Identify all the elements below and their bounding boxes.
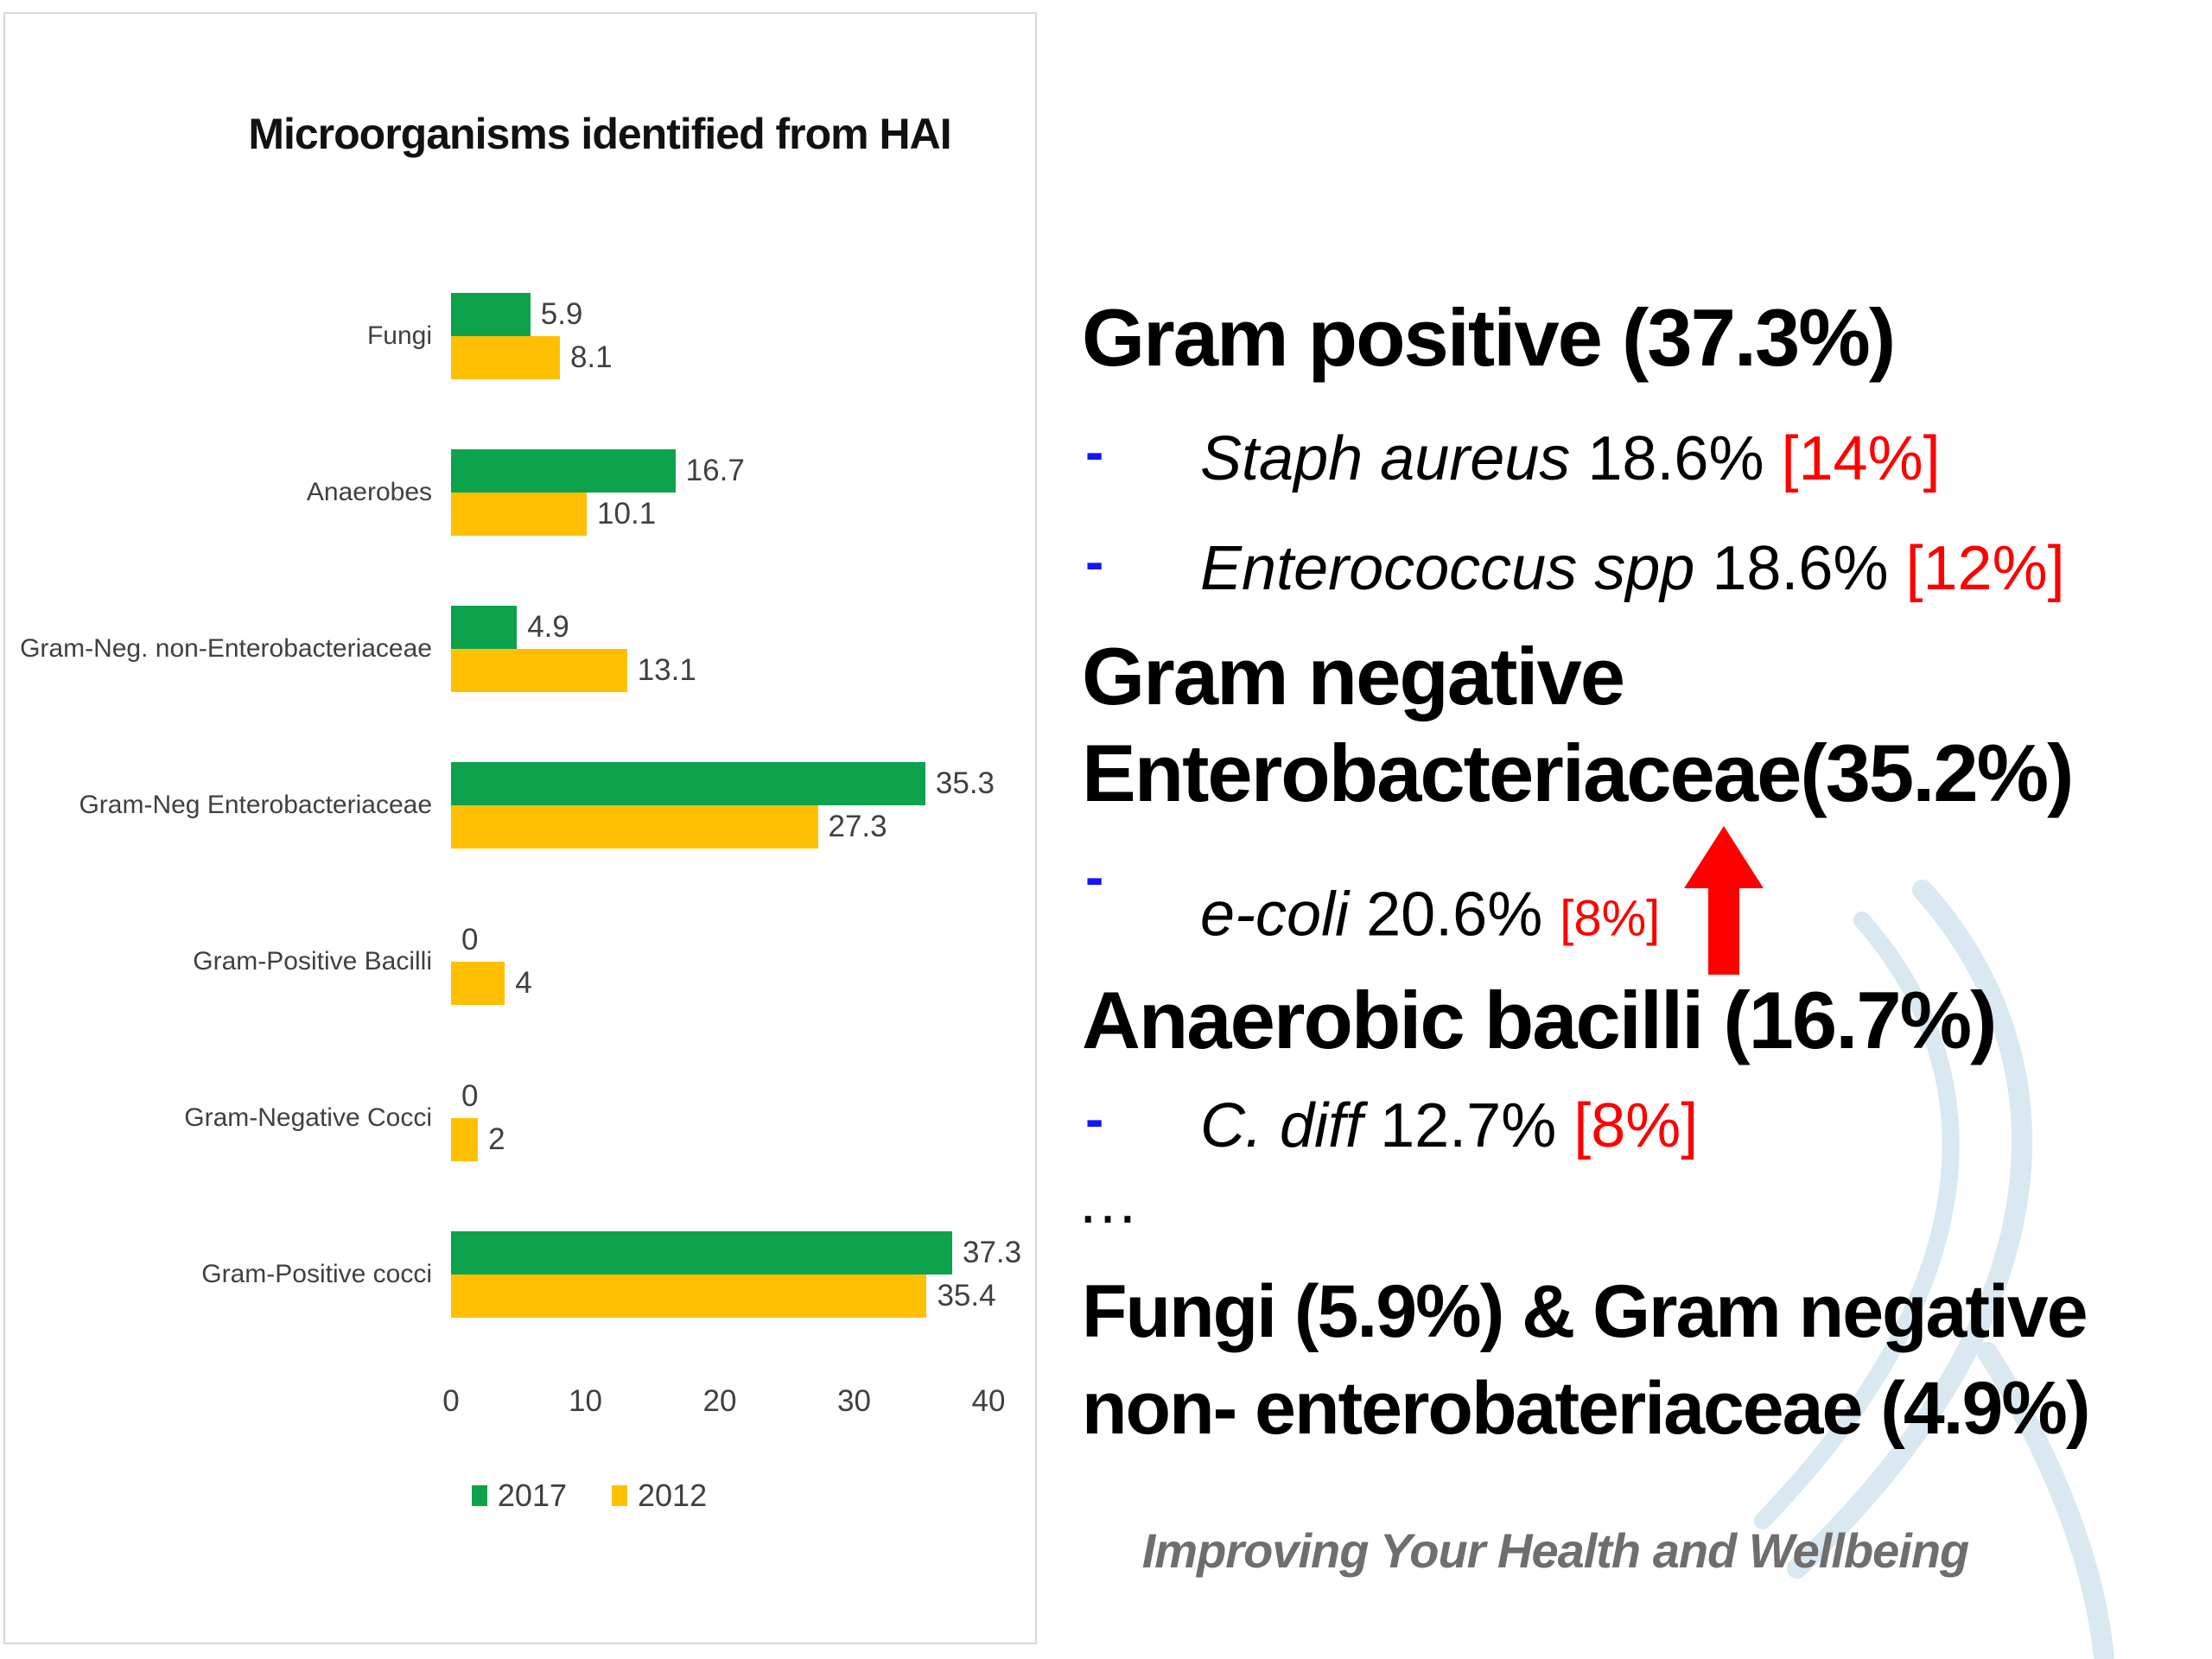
value-label: 2 bbox=[488, 1122, 505, 1156]
bar-2012 bbox=[451, 805, 818, 849]
species-name: Enterococcus spp bbox=[1200, 534, 1695, 603]
species-name: C. diff bbox=[1200, 1091, 1363, 1160]
section-heading: Anaerobic bacilli (16.7%) bbox=[1082, 972, 1997, 1069]
section-heading: Gram positive (37.3%) bbox=[1082, 289, 1896, 386]
bullet-text: Enterococcus spp 18.6% [12%] bbox=[1200, 533, 2065, 604]
chart-title: Microorganisms identified from HAI bbox=[248, 110, 951, 158]
up-arrow-icon bbox=[1684, 826, 1764, 989]
category-label: Anaerobes bbox=[306, 478, 432, 506]
previous-percentage-bracket: [12%] bbox=[1905, 534, 2065, 603]
x-axis-tick: 20 bbox=[702, 1384, 737, 1418]
bullet-item: - Staph aureus 18.6% [14%] bbox=[1082, 421, 1941, 494]
heading-line: Gram negative bbox=[1082, 631, 1625, 721]
heading-line: non- enterobateriaceae (4.9%) bbox=[1082, 1367, 2090, 1450]
bullet-dash: - bbox=[1085, 1088, 1104, 1150]
value-label: 35.4 bbox=[937, 1279, 996, 1313]
previous-percentage-bracket: [8%] bbox=[1560, 890, 1661, 947]
heading-line: Fungi (5.9%) & Gram negative bbox=[1082, 1270, 2088, 1353]
bar-2017 bbox=[451, 449, 676, 493]
bullet-dash: - bbox=[1085, 421, 1104, 483]
bullet-dash: - bbox=[1085, 846, 1104, 908]
species-percentage: 18.6% bbox=[1570, 424, 1782, 493]
value-label: 4.9 bbox=[527, 610, 569, 644]
chart-legend: 2017 2012 bbox=[244, 1478, 935, 1514]
swirl-arc-tail bbox=[1977, 1342, 2114, 1659]
bar-2012 bbox=[451, 1274, 927, 1318]
value-label: 5.9 bbox=[540, 297, 583, 331]
category-label: Fungi bbox=[366, 321, 432, 350]
value-label: 13.1 bbox=[637, 653, 696, 687]
heading-line: Enterobacteriaceae(35.2%) bbox=[1082, 728, 2074, 818]
x-axis-tick: 30 bbox=[837, 1384, 871, 1418]
previous-percentage-bracket: [14%] bbox=[1781, 424, 1941, 493]
heading-line: Gram positive (37.3%) bbox=[1082, 292, 1896, 383]
legend-swatch-2012 bbox=[612, 1485, 627, 1506]
legend-item-2017: 2017 bbox=[471, 1478, 567, 1514]
chart-panel: Microorganisms identified from HAI 5.9 8.… bbox=[3, 12, 1037, 1644]
bar-2012 bbox=[451, 1118, 479, 1161]
bullet-text: C. diff 12.7% [8%] bbox=[1200, 1090, 1698, 1161]
ellipsis-line: … bbox=[1077, 1167, 1139, 1236]
x-axis-tick: 10 bbox=[569, 1384, 602, 1418]
category-label: Gram-Positive cocci bbox=[201, 1260, 432, 1288]
bullet-item: - e-coli 20.6% [8%] bbox=[1082, 826, 1764, 989]
bullet-item: - Enterococcus spp 18.6% [12%] bbox=[1082, 531, 2065, 604]
bar-2012 bbox=[451, 493, 588, 536]
legend-swatch-2017 bbox=[471, 1485, 487, 1506]
bar-2012 bbox=[451, 962, 505, 1005]
legend-item-2012: 2012 bbox=[612, 1478, 707, 1514]
bar-2017 bbox=[451, 606, 518, 649]
right-panel: Gram positive (37.3%) - Staph aureus 18.6%… bbox=[1077, 0, 2212, 1659]
swirl-arcs bbox=[1754, 880, 2114, 1659]
legend-label: 2017 bbox=[497, 1478, 567, 1513]
category-label: Gram-Neg. non-Enterobacteriaceae bbox=[20, 634, 432, 663]
category-label: Gram-Neg Enterobacteriaceae bbox=[79, 791, 432, 819]
value-label: 0 bbox=[461, 1079, 479, 1113]
bar-2017 bbox=[451, 762, 925, 805]
plot-area: 5.9 8.1 Fungi 16.7 10.1 Anaerobes 4.9 13.1 Gram-… bbox=[5, 14, 1035, 1643]
value-label: 37.3 bbox=[963, 1236, 1022, 1269]
bar-2012 bbox=[451, 649, 627, 692]
category-label: Gram-Positive Bacilli bbox=[193, 947, 432, 976]
value-label: 4 bbox=[515, 966, 532, 1000]
bar-2012 bbox=[451, 336, 560, 379]
species-name: e-coli bbox=[1200, 880, 1350, 950]
bullet-dash: - bbox=[1085, 531, 1104, 593]
heading-line: Anaerobic bacilli (16.7%) bbox=[1082, 975, 1997, 1065]
previous-percentage-bracket: [8%] bbox=[1573, 1091, 1699, 1160]
section-heading: Gram negative Enterobacteriaceae(35.2%) bbox=[1082, 628, 2074, 822]
swirl-arc-inner bbox=[1754, 912, 1960, 1529]
bullet-text: e-coli 20.6% [8%] bbox=[1200, 826, 1764, 989]
value-label: 10.1 bbox=[597, 497, 657, 531]
species-percentage: 12.7% bbox=[1363, 1091, 1574, 1160]
species-percentage: 20.6% bbox=[1349, 880, 1560, 950]
value-label: 35.3 bbox=[935, 766, 995, 800]
category-label: Gram-Negative Cocci bbox=[184, 1103, 432, 1132]
footer-tagline: Improving Your Health and Wellbeing bbox=[1141, 1523, 1970, 1578]
value-label: 27.3 bbox=[828, 810, 887, 843]
value-label: 16.7 bbox=[685, 454, 745, 487]
legend-label: 2012 bbox=[638, 1478, 708, 1513]
species-percentage: 18.6% bbox=[1694, 534, 1906, 603]
swirl-arc-outer bbox=[1787, 880, 2032, 1579]
section-heading: Fungi (5.9%) & Gram negative non- enterob… bbox=[1082, 1263, 2090, 1457]
bullet-item: - C. diff 12.7% [8%] bbox=[1082, 1088, 1698, 1161]
bar-2017 bbox=[451, 293, 531, 336]
value-label: 0 bbox=[461, 923, 479, 957]
x-axis-tick: 40 bbox=[971, 1384, 1006, 1418]
value-label: 8.1 bbox=[569, 340, 613, 374]
bar-2017 bbox=[451, 1231, 952, 1274]
species-name: Staph aureus bbox=[1200, 424, 1571, 493]
bullet-text: Staph aureus 18.6% [14%] bbox=[1200, 423, 1941, 494]
x-axis-tick: 0 bbox=[442, 1384, 460, 1418]
